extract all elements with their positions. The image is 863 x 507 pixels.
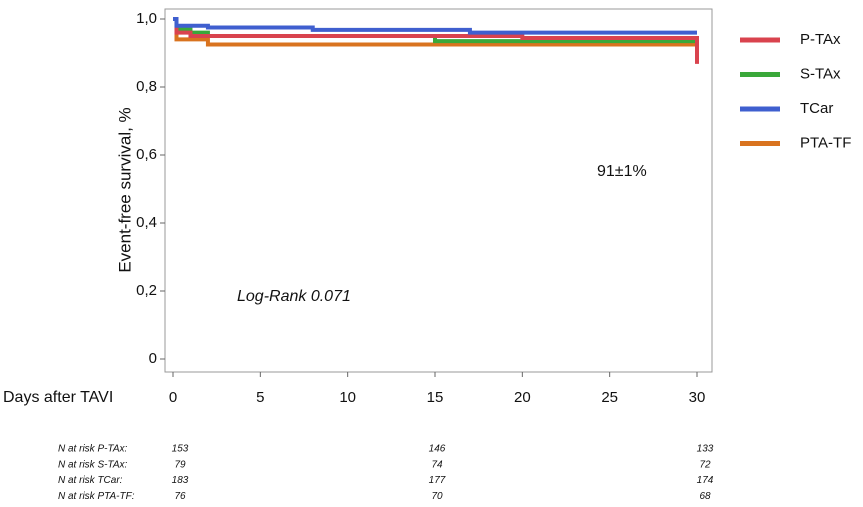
x-tick-label: 30 — [689, 389, 706, 406]
annotation: 91±1% — [597, 163, 647, 180]
risk-label: N at risk P-TAx: — [58, 444, 127, 455]
y-axis-title: Event-free survival, % — [115, 107, 134, 272]
risk-count: 70 — [431, 491, 443, 502]
x-axis-title: Days after TAVI — [3, 389, 113, 406]
risk-label: N at risk S-TAx: — [58, 459, 127, 470]
y-tick-label: 0,8 — [136, 78, 157, 95]
risk-count: 177 — [429, 475, 446, 486]
risk-count: 174 — [697, 475, 714, 486]
plot-frame — [164, 8, 713, 373]
risk-label: N at risk PTA-TF: — [58, 491, 135, 502]
risk-count: 146 — [429, 444, 446, 455]
x-tick-label: 5 — [256, 389, 264, 406]
legend-label: PTA-TF — [800, 134, 851, 151]
risk-label: N at risk TCar: — [58, 475, 123, 486]
legend-label: TCar — [800, 100, 833, 117]
risk-count: 183 — [172, 475, 189, 486]
y-tick-label: 0,6 — [136, 146, 157, 163]
survival-line — [173, 17, 697, 35]
y-tick-label: 0 — [149, 350, 157, 367]
risk-count: 153 — [172, 444, 189, 455]
risk-count: 79 — [174, 459, 186, 470]
risk-count: 133 — [697, 444, 714, 455]
risk-count: 76 — [174, 491, 186, 502]
x-tick-label: 10 — [339, 389, 356, 406]
legend-label: S-TAx — [800, 65, 841, 82]
risk-count: 74 — [431, 459, 443, 470]
y-tick-label: 0,4 — [136, 214, 157, 231]
x-tick-label: 0 — [169, 389, 177, 406]
x-tick-label: 15 — [427, 389, 444, 406]
risk-count: 72 — [699, 459, 711, 470]
legend-label: P-TAx — [800, 31, 841, 48]
y-tick-label: 1,0 — [136, 10, 157, 27]
risk-count: 68 — [699, 491, 711, 502]
x-tick-label: 25 — [601, 389, 618, 406]
y-tick-label: 0,2 — [136, 282, 157, 299]
annotation: Log-Rank 0.071 — [237, 288, 351, 305]
x-tick-label: 20 — [514, 389, 531, 406]
